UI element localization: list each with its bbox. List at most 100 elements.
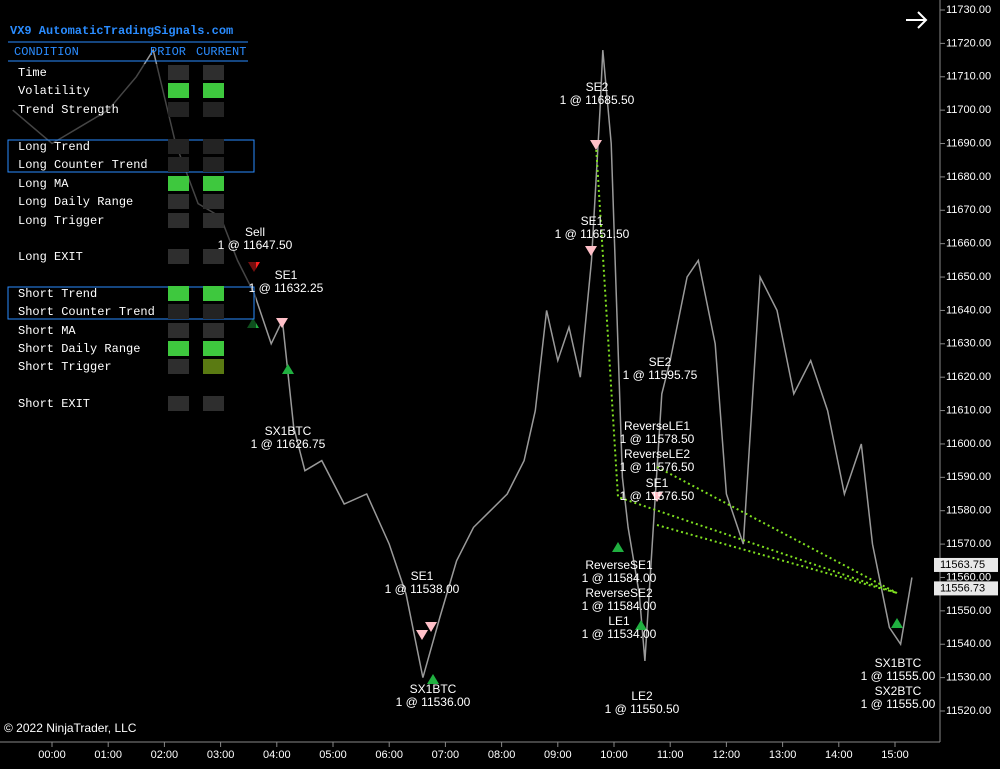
- time-tick-label: 11:00: [657, 749, 684, 761]
- condition-name: Long MA: [18, 177, 69, 191]
- buy-marker: [612, 542, 624, 552]
- current-cell: [203, 139, 224, 154]
- current-cell: [203, 323, 224, 338]
- prior-cell: [168, 359, 189, 374]
- panel-backdrop: [8, 64, 256, 416]
- current-cell: [203, 65, 224, 80]
- price-tick-label: 11710.00: [946, 71, 991, 83]
- annotation-label: SE2: [649, 355, 672, 369]
- prior-cell: [168, 286, 189, 301]
- annotation-fill: 1 @ 11578.50: [620, 432, 695, 446]
- group-box: [7, 286, 255, 320]
- price-tick-label: 11590.00: [946, 471, 991, 483]
- annotation-fill: 1 @ 11685.50: [560, 93, 635, 107]
- time-tick-label: 04:00: [263, 749, 291, 761]
- sell-marker: [276, 318, 288, 328]
- annotation-label: LE1: [608, 614, 630, 628]
- prior-cell: [168, 65, 189, 80]
- trade-line: [656, 524, 898, 594]
- price-tick-label: 11680.00: [946, 171, 991, 183]
- current-cell: [203, 102, 224, 117]
- price-tick-label: 11630.00: [946, 338, 991, 350]
- price-tick-label: 11720.00: [946, 37, 991, 49]
- time-tick-label: 05:00: [319, 749, 347, 761]
- current-cell: [203, 194, 224, 209]
- prior-cell: [168, 102, 189, 117]
- price-tick-label: 11610.00: [946, 404, 991, 416]
- prior-cell: [168, 396, 189, 411]
- buy-marker: [635, 620, 647, 630]
- prior-cell: [168, 139, 189, 154]
- prior-cell: [168, 194, 189, 209]
- price-tag: [934, 581, 998, 596]
- sell-marker: [585, 246, 597, 256]
- trade-line: [656, 466, 898, 594]
- panel-header: CURRENT: [196, 45, 246, 59]
- condition-name: Time: [18, 66, 47, 80]
- time-tick-label: 09:00: [544, 749, 572, 761]
- annotation-fill: 1 @ 11584.00: [582, 571, 657, 585]
- condition-name: Short Daily Range: [18, 342, 140, 356]
- prior-cell: [168, 341, 189, 356]
- annotation-label: SE1: [581, 214, 604, 228]
- group-box: [7, 139, 255, 173]
- annotation-label: Sell: [245, 225, 265, 239]
- sell-marker: [651, 492, 663, 502]
- sell-marker: [416, 630, 428, 640]
- current-cell: [203, 213, 224, 228]
- annotation-label: SX1BTC: [410, 682, 457, 696]
- time-tick-label: 02:00: [151, 749, 179, 761]
- price-tick-label: 11550.00: [946, 605, 991, 617]
- time-tick-label: 08:00: [488, 749, 516, 761]
- annotation-fill: 1 @ 11538.00: [385, 582, 460, 596]
- annotation-label: ReverseLE1: [624, 419, 690, 433]
- price-tick-label: 11640.00: [946, 304, 991, 316]
- annotation-fill: 1 @ 11555.00: [861, 669, 936, 683]
- annotation-label: SE2: [586, 80, 609, 94]
- annotation-label: ReverseSE1: [585, 558, 653, 572]
- condition-name: Short MA: [18, 324, 76, 338]
- condition-name: Trend Strength: [18, 103, 119, 117]
- price-tick-label: 11700.00: [946, 104, 991, 116]
- panel-header: PRIOR: [150, 45, 186, 59]
- prior-cell: [168, 323, 189, 338]
- condition-name: Short Trigger: [18, 360, 112, 374]
- current-cell: [203, 359, 224, 374]
- condition-name: Long Trend: [18, 140, 90, 154]
- annotation-label: SX1BTC: [875, 656, 922, 670]
- annotation-label: ReverseSE2: [585, 586, 653, 600]
- price-tick-label: 11560.00: [946, 571, 991, 583]
- time-tick-label: 03:00: [207, 749, 235, 761]
- annotation-label: SX1BTC: [265, 424, 312, 438]
- annotation-label: SE1: [646, 476, 669, 490]
- annotation-fill: 1 @ 11550.50: [605, 702, 680, 716]
- time-tick-label: 10:00: [600, 749, 628, 761]
- price-tag: [934, 557, 998, 572]
- price-tick-label: 11670.00: [946, 204, 991, 216]
- time-tick-label: 01:00: [94, 749, 122, 761]
- copyright: © 2022 NinjaTrader, LLC: [4, 721, 137, 735]
- price-tick-label: 11620.00: [946, 371, 991, 383]
- prior-cell: [168, 213, 189, 228]
- price-tick-label: 11580.00: [946, 505, 991, 517]
- prior-cell: [168, 157, 189, 172]
- sell-marker: [425, 622, 437, 632]
- time-tick-label: 12:00: [713, 749, 741, 761]
- price-tick-label: 11650.00: [946, 271, 991, 283]
- sell-marker: [590, 140, 602, 150]
- trade-markers: [247, 140, 903, 684]
- annotation-fill: 1 @ 11536.00: [396, 695, 471, 709]
- buy-marker: [427, 674, 439, 684]
- prior-cell: [168, 249, 189, 264]
- condition-name: Short EXIT: [18, 397, 90, 411]
- time-tick-label: 00:00: [38, 749, 66, 761]
- current-cell: [203, 341, 224, 356]
- annotation-fill: 1 @ 11632.25: [249, 281, 324, 295]
- condition-name: Short Trend: [18, 287, 97, 301]
- panel-title: VX9 AutomaticTradingSignals.com: [10, 24, 233, 38]
- annotation-fill: 1 @ 11534.00: [582, 627, 657, 641]
- nav-arrow[interactable]: [906, 11, 928, 29]
- annotation-label: ReverseLE2: [624, 447, 690, 461]
- annotation-label: SX2BTC: [875, 684, 922, 698]
